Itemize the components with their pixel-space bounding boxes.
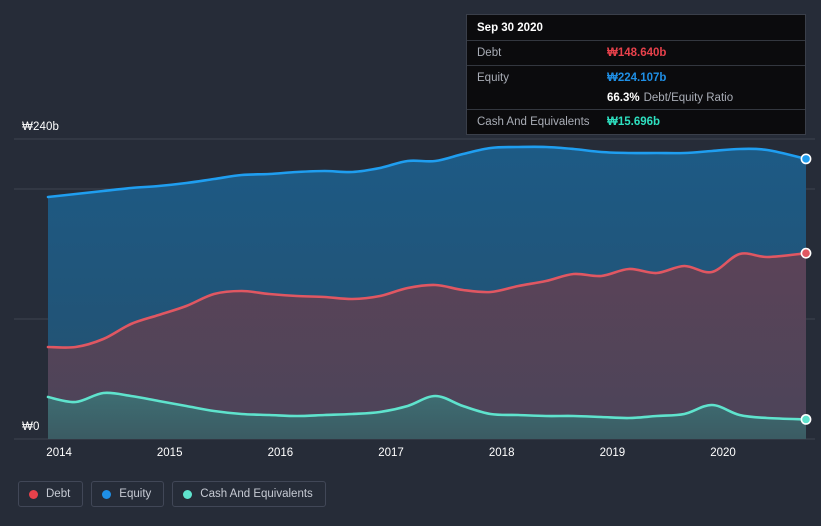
tooltip-row-equity: Equity ₩224.107b [467, 65, 805, 90]
x-axis-label-2018: 2018 [488, 447, 515, 459]
tooltip-debt-label: Debt [477, 47, 502, 59]
y-axis-label-top: ₩240b [22, 121, 59, 133]
y-axis-label-zero: ₩0 [22, 421, 40, 433]
tooltip-cash-label: Cash And Equivalents [477, 116, 590, 128]
tooltip-ratio-text: Debt/Equity Ratio [643, 92, 734, 104]
x-axis-label-2019: 2019 [599, 447, 626, 459]
tooltip-date: Sep 30 2020 [477, 22, 543, 34]
series-end-markers [800, 153, 812, 425]
legend-color-dot [183, 489, 193, 499]
tooltip-row-cash: Cash And Equivalents ₩15.696b [467, 109, 805, 134]
x-axis-label-2015: 2015 [156, 447, 183, 459]
legend-color-dot [102, 489, 112, 499]
x-axis-label-2020: 2020 [710, 447, 736, 459]
tooltip-equity-label: Equity [477, 72, 509, 84]
chart-legend: Debt Equity Cash And Equivalents [18, 481, 326, 507]
tooltip-ratio-percent: 66.3% [607, 92, 640, 104]
legend-item-label: Equity [119, 488, 152, 500]
x-axis-label-2016: 2016 [267, 447, 294, 459]
legend-item-equity[interactable]: Equity [91, 481, 165, 507]
series-areas [48, 146, 806, 439]
legend-item-debt[interactable]: Debt [18, 481, 84, 507]
tooltip-equity-value: ₩224.107b [607, 72, 667, 84]
legend-color-dot [29, 489, 38, 499]
x-axis-label-2014: 2014 [46, 447, 72, 459]
legend-item-label: Debt [46, 488, 71, 500]
tooltip-cash-value: ₩15.696b [607, 116, 661, 128]
tooltip-debt-value: ₩148.640b [607, 47, 667, 59]
chart-tooltip: Sep 30 2020 Debt ₩148.640b Equity ₩224.1… [466, 14, 806, 135]
tooltip-row-debt: Debt ₩148.640b [467, 40, 805, 65]
legend-item-label: Cash And Equivalents [200, 488, 313, 500]
tooltip-row-ratio: 66.3% Debt/Equity Ratio [467, 90, 805, 109]
series-lines [46, 145, 808, 421]
legend-item-cash-and-equivalents[interactable]: Cash And Equivalents [172, 481, 326, 507]
x-axis-label-2017: 2017 [378, 447, 404, 459]
